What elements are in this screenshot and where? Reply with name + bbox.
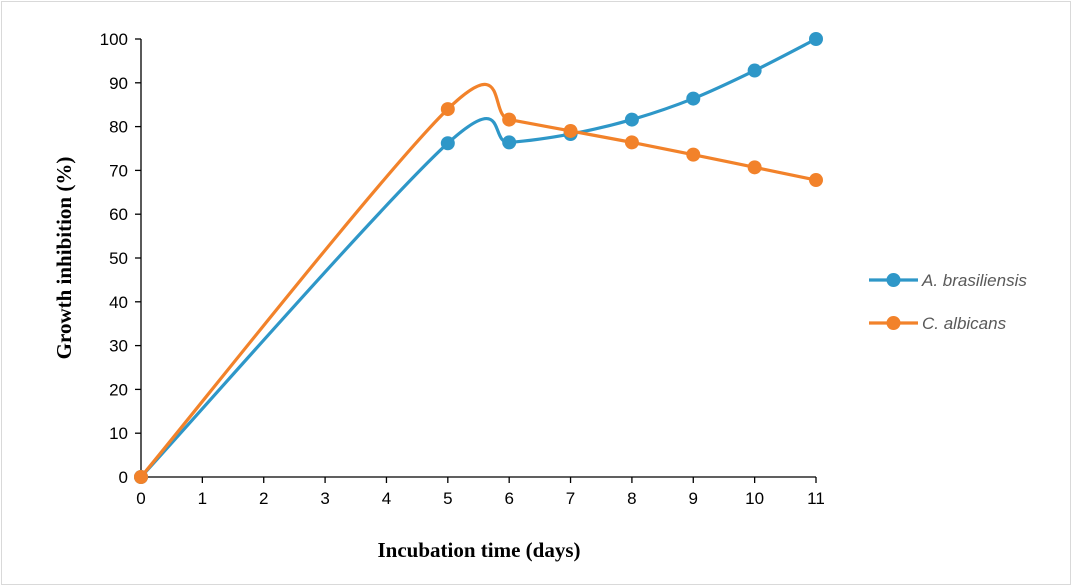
data-point-c-albicans <box>563 123 578 138</box>
y-tick-label: 50 <box>109 249 128 268</box>
data-point-c-albicans <box>440 102 455 117</box>
y-axis-title: Growth inhibition (%) <box>52 157 76 360</box>
series-a-brasiliensis <box>134 32 823 484</box>
y-tick-label: 10 <box>109 424 128 443</box>
y-tick-label: 80 <box>109 118 128 137</box>
data-point-a-brasiliensis <box>624 112 639 127</box>
x-tick-label: 7 <box>566 489 575 508</box>
x-tick-label: 9 <box>689 489 698 508</box>
data-point-a-brasiliensis <box>747 63 762 78</box>
x-tick-label: 4 <box>382 489 391 508</box>
y-tick-label: 100 <box>100 30 128 49</box>
x-tick-label: 8 <box>627 489 636 508</box>
x-tick-label: 1 <box>198 489 207 508</box>
axes <box>135 38 817 483</box>
x-tick-label: 11 <box>807 489 825 508</box>
y-tick-labels: 0 10 20 30 40 50 60 70 80 90 100 <box>100 30 128 487</box>
data-point-a-brasiliensis <box>440 136 455 151</box>
data-point-c-albicans <box>134 470 148 484</box>
series-c-albicans <box>134 82 823 484</box>
series-layer <box>134 32 823 484</box>
x-tick-label: 0 <box>136 489 145 508</box>
data-point-c-albicans <box>624 135 639 150</box>
x-tick-label: 3 <box>320 489 329 508</box>
legend-item-a-brasiliensis: A. brasiliensis <box>869 271 1027 290</box>
data-point-c-albicans <box>747 160 762 175</box>
y-tick-label: 60 <box>109 205 128 224</box>
legend-label: C. albicans <box>922 314 1007 333</box>
legend-label: A. brasiliensis <box>921 271 1027 290</box>
y-tick-label: 0 <box>119 468 128 487</box>
x-axis-title: Incubation time (days) <box>377 538 580 562</box>
data-point-c-albicans <box>686 147 701 162</box>
y-tick-label: 90 <box>109 74 128 93</box>
series-line-c-albicans <box>139 82 818 479</box>
x-tick-label: 6 <box>504 489 513 508</box>
data-point-a-brasiliensis <box>502 135 517 150</box>
y-tick-label: 70 <box>109 161 128 180</box>
legend-item-c-albicans: C. albicans <box>869 314 1007 333</box>
y-tick-label: 20 <box>109 380 128 399</box>
x-tick-label: 5 <box>443 489 452 508</box>
series-line-a-brasiliensis <box>139 37 818 479</box>
x-tick-labels: 0 1 2 3 4 5 6 7 8 9 10 11 <box>136 489 825 508</box>
data-point-a-brasiliensis <box>686 91 701 106</box>
x-tick-label: 2 <box>259 489 268 508</box>
data-point-c-albicans <box>809 173 823 188</box>
y-tick-label: 40 <box>109 293 128 312</box>
data-point-c-albicans <box>502 112 517 127</box>
legend-swatch-marker <box>886 316 901 330</box>
data-point-a-brasiliensis <box>809 32 823 46</box>
x-tick-label: 10 <box>745 489 764 508</box>
legend-swatch-marker <box>886 273 901 287</box>
legend: A. brasiliensis C. albicans <box>869 271 1027 333</box>
y-tick-label: 30 <box>109 337 128 356</box>
